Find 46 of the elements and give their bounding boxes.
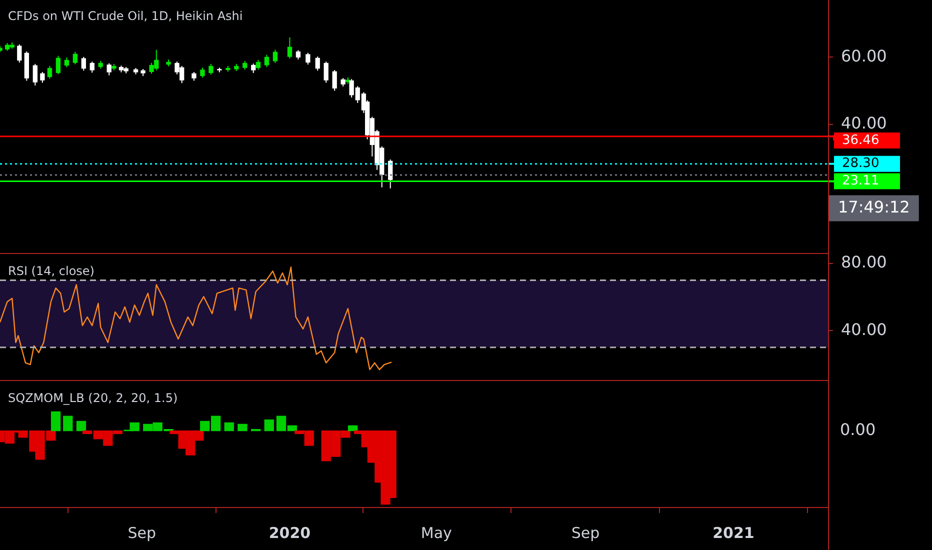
y-tick-label: 60.00 <box>841 46 887 66</box>
candlestick <box>90 61 94 74</box>
candlestick <box>251 63 256 74</box>
bar <box>238 424 248 432</box>
x-tick-label: Sep <box>128 524 156 542</box>
bar <box>224 422 234 432</box>
bar <box>348 425 358 432</box>
bar <box>76 420 86 432</box>
text: CFDs on WTI Crude Oil, 1D, Heikin Ashi <box>8 9 243 24</box>
candlestick <box>208 63 214 76</box>
bar <box>50 411 61 432</box>
candlestick <box>17 44 22 64</box>
ref-line-label: 36.46 <box>842 132 880 148</box>
bar <box>264 419 274 432</box>
ref-line-label: 28.30 <box>842 156 880 172</box>
candlestick <box>324 61 328 84</box>
ref-line-label: 23.11 <box>842 174 880 189</box>
y-tick-label: 40.00 <box>841 114 887 133</box>
candlestick <box>264 54 270 68</box>
candlestick <box>106 62 112 76</box>
candlestick <box>47 65 52 80</box>
text: 0.00 <box>840 420 876 439</box>
chart-title: SQZMOM_LB (20, 2, 20, 1.5) <box>8 391 178 406</box>
x-tick-label: May <box>420 524 452 542</box>
text: 17:49:12 <box>838 197 910 216</box>
candlestick <box>332 69 337 92</box>
candlestick <box>306 52 310 66</box>
bar <box>63 416 73 432</box>
candlestick <box>81 56 86 72</box>
candlestick <box>72 51 78 65</box>
candlestick <box>296 50 301 60</box>
candlestick <box>272 49 278 64</box>
x-tick-label: Sep <box>571 524 600 542</box>
candlestick <box>315 56 320 72</box>
x-tick-label: 2021 <box>712 524 754 542</box>
x-tick-label: 2020 <box>268 524 311 542</box>
candlestick <box>256 59 261 70</box>
candlestick <box>56 55 61 75</box>
candlestick <box>287 36 292 60</box>
y-tick-label: 40.00 <box>841 320 887 339</box>
y-tick-label: 80.00 <box>841 252 887 272</box>
candlestick <box>200 67 205 78</box>
candlestick <box>32 63 38 86</box>
candlestick <box>64 57 70 68</box>
candlestick <box>40 71 45 84</box>
text: RSI (14, close) <box>8 264 94 278</box>
